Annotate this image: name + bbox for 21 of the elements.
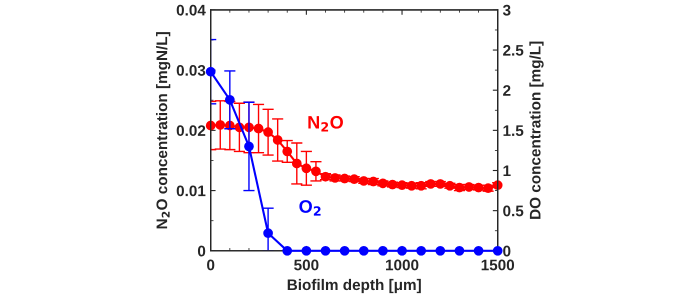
x-tick-label: 0 bbox=[207, 260, 214, 270]
y-tick-label: 0.03 bbox=[176, 64, 206, 76]
y2-axis-title: DO concentration [mg/L] bbox=[529, 42, 544, 219]
y-tick-label: 0.04 bbox=[176, 4, 206, 16]
x-tick-label: 500 bbox=[294, 260, 318, 270]
series-label: N$_{2}$O bbox=[308, 116, 343, 132]
y2-tick-label: 0.5 bbox=[503, 206, 524, 216]
y2-tick-label: 1 bbox=[504, 166, 511, 176]
y2-tick-label: 0 bbox=[503, 246, 510, 256]
x-tick-label: 1000 bbox=[386, 260, 418, 270]
y2-tick-label: 2 bbox=[503, 85, 510, 96]
x-axis-title: Biofilm depth [μm] bbox=[288, 278, 421, 294]
y-tick-label: 0.02 bbox=[176, 125, 206, 136]
y2-tick-label: 3 bbox=[502, 4, 511, 16]
y-tick-label: 0.01 bbox=[176, 185, 206, 196]
y2-tick-label: 1.5 bbox=[504, 125, 524, 136]
y-tick-label: 0 bbox=[198, 246, 206, 256]
series-label: O$_{2}$ bbox=[299, 200, 321, 216]
y-axis-title: N$_{2}$O concentration [mgN/L] bbox=[156, 32, 170, 228]
x-tick-label: 1500 bbox=[482, 260, 514, 270]
y2-tick-label: 2.5 bbox=[503, 44, 524, 56]
